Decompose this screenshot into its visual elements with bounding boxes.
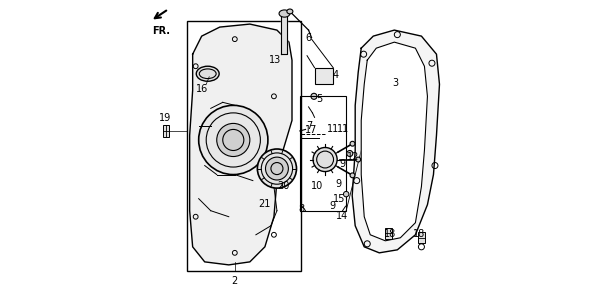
Text: 18: 18 [413, 229, 425, 239]
Polygon shape [189, 24, 292, 265]
Circle shape [199, 105, 268, 175]
Text: 10: 10 [311, 181, 323, 191]
Text: 14: 14 [336, 211, 348, 221]
Ellipse shape [287, 9, 293, 14]
Circle shape [266, 157, 289, 180]
Text: 17: 17 [305, 125, 317, 135]
Text: 15: 15 [332, 194, 345, 204]
Text: 11: 11 [327, 124, 340, 134]
Circle shape [311, 93, 317, 99]
Circle shape [257, 149, 297, 188]
Circle shape [217, 123, 250, 157]
Text: 11: 11 [337, 124, 349, 134]
Bar [186, 21, 301, 271]
Text: 5: 5 [317, 94, 323, 104]
Text: 19: 19 [159, 113, 171, 123]
Text: 16: 16 [195, 84, 208, 94]
Bar [314, 68, 333, 84]
Polygon shape [281, 15, 287, 54]
Text: 7: 7 [306, 121, 313, 132]
Circle shape [350, 173, 355, 178]
Text: 6: 6 [306, 33, 312, 43]
Text: 4: 4 [333, 70, 339, 80]
Bar [385, 228, 392, 239]
Text: 9: 9 [339, 159, 346, 169]
Bar [418, 232, 425, 243]
Circle shape [350, 141, 355, 146]
Text: 9: 9 [336, 178, 342, 189]
Text: 3: 3 [392, 78, 398, 88]
Circle shape [313, 147, 337, 172]
Text: 12: 12 [347, 151, 359, 162]
Text: FR.: FR. [152, 26, 170, 36]
Text: 21: 21 [258, 199, 270, 209]
Text: 18: 18 [384, 229, 396, 239]
Text: 8: 8 [298, 204, 304, 214]
Polygon shape [361, 42, 427, 241]
Ellipse shape [279, 10, 290, 17]
Circle shape [356, 157, 360, 162]
Bar [163, 125, 169, 137]
Circle shape [343, 191, 349, 197]
Text: 2: 2 [232, 276, 238, 287]
Ellipse shape [196, 66, 219, 81]
Polygon shape [352, 30, 440, 253]
Text: 20: 20 [278, 181, 290, 191]
Circle shape [347, 150, 353, 157]
Text: 13: 13 [269, 55, 281, 65]
Bar [300, 96, 346, 211]
Text: 9: 9 [330, 201, 336, 211]
